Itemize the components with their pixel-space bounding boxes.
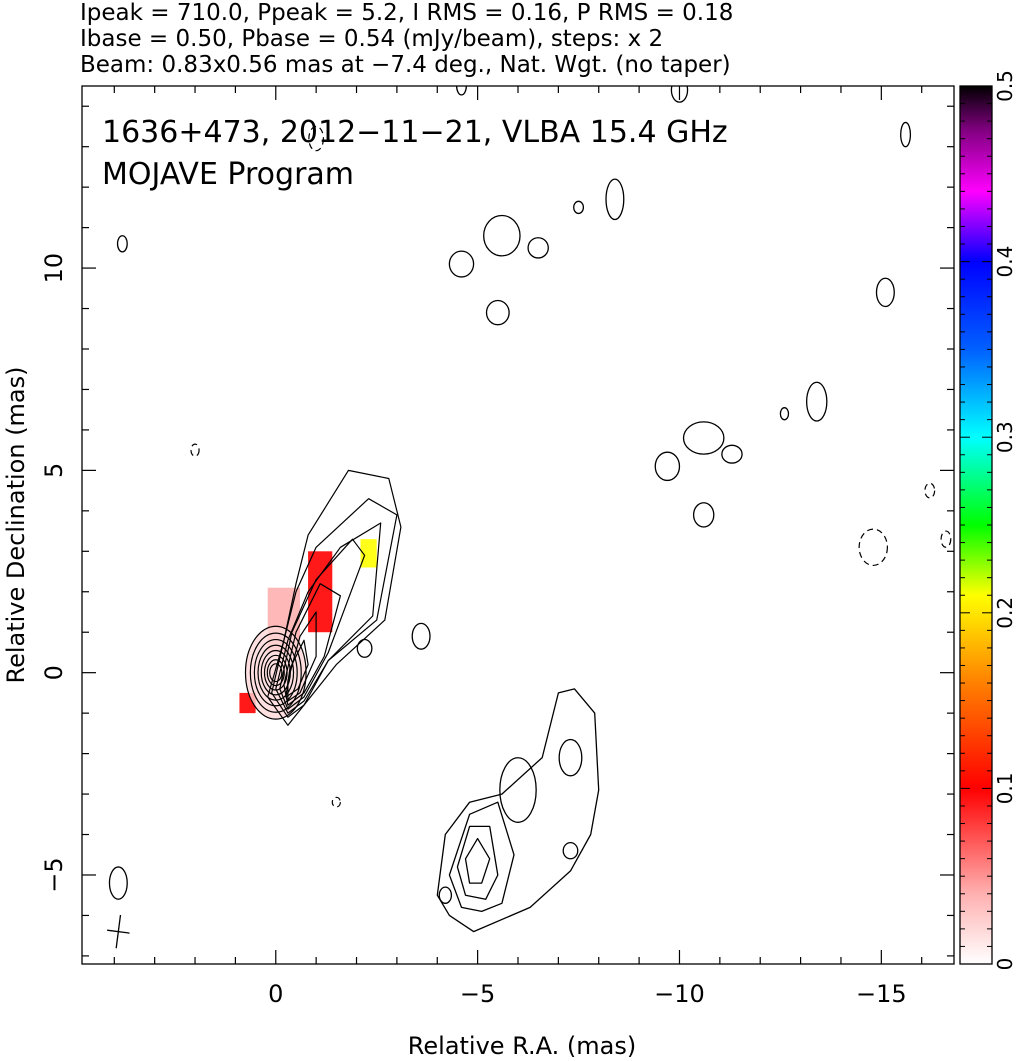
negative-contour-5: [331, 796, 341, 808]
x-tick-label-2: −10: [654, 980, 705, 1008]
y-tick-label-1: 0: [40, 665, 68, 680]
small-contour-4: [356, 638, 373, 658]
x-axis-label: Relative R.A. (mas): [408, 1032, 636, 1060]
negative-contour-2: [940, 530, 952, 548]
colorbar-label-0: 0: [993, 958, 1017, 971]
small-contour-2: [562, 841, 579, 860]
source-annotation: 1636+473, 2012−11−21, VLBA 15.4 GHz: [102, 115, 728, 150]
core-ellipse-5: [263, 654, 288, 691]
colorbar-label-1: 0.1: [993, 772, 1017, 804]
negative-contour-1: [924, 482, 936, 499]
header-line-1: Ipeak = 710.0, Ppeak = 5.2, I RMS = 0.16…: [80, 0, 733, 26]
jet-contour-2: [456, 825, 499, 900]
beam-marker: [107, 914, 130, 949]
jet-contour-3: [464, 837, 491, 884]
small-contour-10: [573, 200, 585, 215]
header-line-2: Ibase = 0.50, Pbase = 0.54 (mJy/beam), s…: [80, 26, 663, 52]
negative-contour-0: [858, 528, 888, 567]
small-contour-5: [483, 214, 521, 257]
pol-patch-2: [360, 539, 377, 568]
colorbar-label-4: 0.4: [993, 246, 1017, 278]
small-contour-13: [721, 444, 743, 464]
colorbar-label-2: 0.2: [993, 597, 1017, 629]
axis-ticks: 0 −5 −10 −15 −5 0 5 10: [40, 86, 954, 1008]
small-contour-14: [692, 502, 715, 528]
small-contour-6: [448, 250, 475, 278]
x-tick-label-3: −15: [856, 980, 907, 1008]
negative-contour-4: [190, 443, 200, 457]
jet-contour-0: [436, 688, 600, 933]
small-contour-12: [654, 451, 681, 482]
small-contour-7: [527, 237, 549, 259]
core-ellipse-3: [257, 644, 295, 701]
header-line-3: Beam: 0.83x0.56 mas at −7.4 deg., Nat. W…: [80, 52, 731, 78]
small-contour-15: [805, 381, 828, 422]
negative-contour-3: [308, 125, 325, 152]
y-tick-label-0: −5: [40, 857, 68, 892]
small-contour-22: [108, 866, 128, 900]
small-contour-18: [900, 121, 912, 148]
small-contour-16: [779, 407, 790, 421]
small-contour-1: [558, 738, 583, 777]
core-ellipse-2: [253, 638, 298, 707]
program-annotation: MOJAVE Program: [102, 157, 354, 192]
core-ellipse-4: [260, 649, 291, 696]
small-contour-0: [499, 757, 537, 823]
core-contour-6: [285, 639, 309, 698]
core-contour-1: [271, 498, 398, 718]
core-ellipse-0: [244, 625, 307, 720]
colorbar-label-3: 0.3: [993, 421, 1017, 453]
colorbar-label-5: 0.5: [993, 70, 1017, 102]
y-axis-label: Relative Declination (mas): [2, 366, 30, 683]
small-contour-8: [485, 299, 510, 326]
small-contour-11: [682, 421, 725, 455]
core-ellipse-6: [266, 659, 285, 687]
x-tick-label-0: 0: [268, 980, 283, 1008]
core-ellipse-1: [249, 632, 302, 713]
colorbar-ticks: 0 0.1 0.2 0.3 0.4 0.5: [960, 70, 1017, 970]
x-tick-label-1: −5: [460, 980, 495, 1008]
jet-contour-1: [448, 801, 515, 913]
plot-area: [108, 86, 952, 933]
y-tick-label-3: 10: [40, 253, 68, 284]
y-tick-label-2: 5: [40, 463, 68, 478]
small-contour-17: [875, 277, 895, 308]
core-contour-4: [283, 583, 341, 706]
small-contour-9: [605, 178, 625, 221]
small-contour-3: [411, 622, 431, 650]
small-contour-19: [670, 86, 689, 103]
contour-layer: [108, 86, 952, 933]
core-ellipse-7: [269, 663, 283, 683]
small-contour-23: [116, 235, 128, 253]
small-contour-21: [438, 886, 453, 904]
small-contour-20: [455, 86, 467, 96]
plot-frame: [81, 85, 955, 965]
beam-minor-axis: [107, 929, 130, 934]
